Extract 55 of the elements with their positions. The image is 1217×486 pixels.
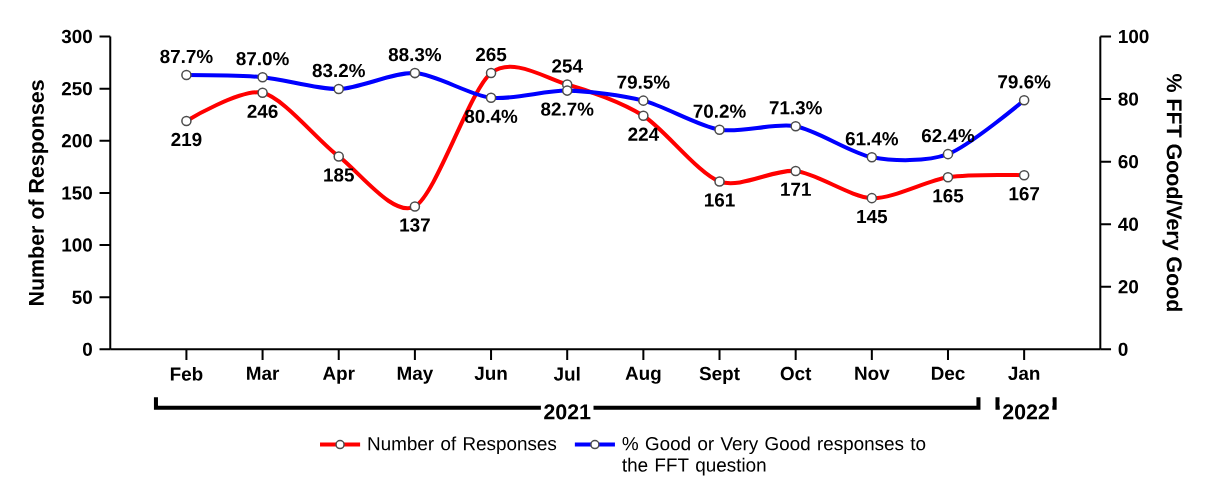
y2-tick-label: 80 bbox=[1118, 92, 1139, 106]
x-tick-label: Mar bbox=[247, 366, 280, 381]
x-tick-label: Jun bbox=[474, 366, 507, 381]
y2-axis-title: % FFT Good/Very Good bbox=[1162, 73, 1183, 311]
x-tick-label: Oct bbox=[780, 366, 812, 381]
y-axis-title: Number of Responses bbox=[28, 80, 49, 305]
y2-tick-label: 60 bbox=[1118, 154, 1139, 169]
x-tick-label: Apr bbox=[322, 366, 355, 384]
data-label: 83.2% bbox=[312, 63, 365, 78]
y-tick-label: 100 bbox=[62, 238, 92, 252]
y-tick-label: 200 bbox=[61, 134, 92, 148]
data-label: 185 bbox=[324, 168, 354, 182]
y2-tick-label: 0 bbox=[1118, 342, 1128, 356]
data-label: 145 bbox=[857, 209, 888, 224]
y-tick-label: 50 bbox=[72, 290, 92, 304]
y-tick-label: 300 bbox=[61, 29, 92, 44]
y-tick-label: 250 bbox=[61, 81, 92, 96]
data-label: 71.3% bbox=[769, 101, 822, 115]
data-label: 219 bbox=[171, 132, 202, 147]
data-label: 265 bbox=[475, 47, 507, 62]
x-tick-label: Jan bbox=[1008, 366, 1040, 381]
y2-tick-label: 20 bbox=[1118, 280, 1139, 294]
data-label: 61.4% bbox=[845, 132, 899, 146]
data-label: 171 bbox=[781, 182, 811, 196]
y-tick-label: 150 bbox=[62, 186, 92, 200]
data-label: 137 bbox=[400, 218, 430, 232]
x-tick-label: Jul bbox=[553, 366, 580, 381]
y2-tick-label: 40 bbox=[1118, 217, 1139, 231]
text: 2022 bbox=[1003, 404, 1049, 420]
data-label: 80.4% bbox=[464, 109, 518, 123]
y2-tick-label: 100 bbox=[1119, 29, 1149, 44]
data-label: 70.2% bbox=[693, 104, 746, 118]
legend-label: % Good or Very Good responses to the FFT question bbox=[622, 436, 926, 476]
data-label: 87.0% bbox=[236, 51, 289, 66]
data-label: 254 bbox=[552, 59, 583, 73]
data-label: 62.4% bbox=[921, 128, 975, 143]
data-label: 79.6% bbox=[998, 75, 1051, 89]
x-tick-label: Feb bbox=[170, 366, 203, 381]
data-label: 87.7% bbox=[160, 49, 213, 64]
x-tick-label: Sept bbox=[699, 366, 740, 384]
x-tick-label: Nov bbox=[855, 366, 890, 381]
legend-label: Number of Responses bbox=[368, 436, 557, 454]
data-label: 88.3% bbox=[388, 47, 442, 62]
x-tick-label: Dec bbox=[931, 366, 965, 381]
data-label: 79.5% bbox=[617, 75, 670, 89]
y-tick-label: 0 bbox=[82, 342, 92, 356]
data-label: 161 bbox=[704, 193, 735, 207]
data-label: 246 bbox=[247, 104, 278, 118]
data-label: 165 bbox=[933, 189, 964, 203]
text: 2021 bbox=[544, 404, 591, 420]
x-tick-label: Aug bbox=[625, 366, 661, 384]
x-tick-label: May bbox=[397, 366, 434, 384]
data-label: 82.7% bbox=[541, 102, 594, 116]
data-label: 224 bbox=[628, 127, 659, 141]
data-label: 167 bbox=[1009, 186, 1040, 201]
